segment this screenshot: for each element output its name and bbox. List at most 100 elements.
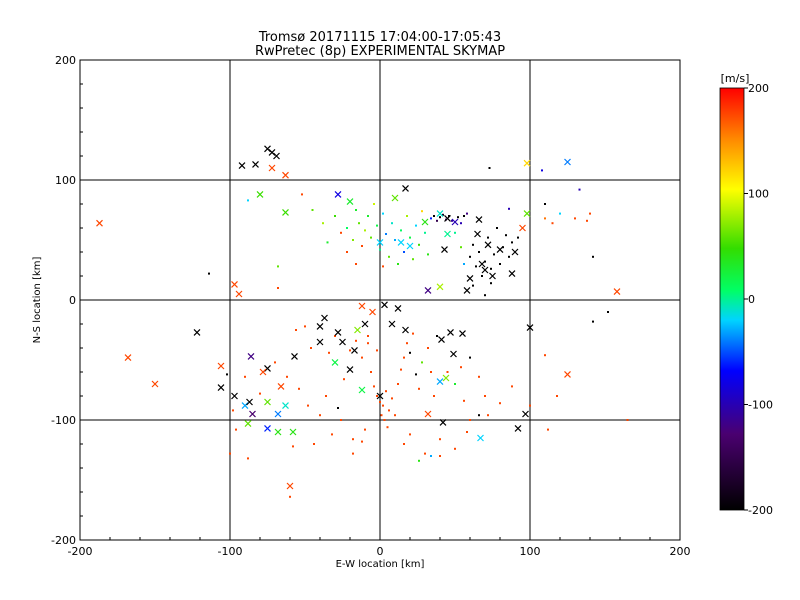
data-dot — [559, 212, 561, 215]
data-marker — [217, 384, 225, 392]
colorbar-tick-label: -200 — [748, 504, 773, 517]
colorbar-tick-label: -100 — [748, 399, 773, 412]
data-dot — [409, 351, 411, 354]
data-marker — [522, 410, 529, 418]
data-marker — [273, 152, 280, 160]
data-marker — [523, 210, 531, 218]
x-tick-label: -100 — [218, 545, 243, 558]
data-marker — [346, 198, 354, 206]
data-dot — [424, 452, 426, 455]
data-marker — [496, 246, 504, 254]
data-dot — [460, 246, 462, 249]
data-dot — [409, 433, 411, 436]
data-marker — [436, 210, 444, 218]
data-marker — [316, 322, 324, 330]
data-marker — [274, 410, 282, 418]
data-dot — [361, 440, 363, 443]
data-dot — [487, 236, 489, 239]
data-dot — [367, 215, 369, 217]
data-dot — [364, 428, 366, 431]
data-dot — [382, 212, 384, 215]
data-dot — [388, 255, 390, 258]
data-dot — [352, 438, 354, 441]
data-marker — [564, 370, 571, 378]
data-marker — [424, 286, 432, 294]
data-marker — [477, 434, 484, 442]
data-dot — [235, 428, 237, 431]
colorbar-label: [m/s] — [721, 72, 750, 85]
x-tick-label: 100 — [520, 545, 541, 558]
data-marker — [511, 248, 519, 256]
data-marker — [442, 374, 450, 382]
data-dot — [346, 251, 348, 253]
y-axis-label: N-S location [km] — [32, 257, 43, 344]
data-dot — [376, 349, 378, 352]
data-marker — [351, 346, 358, 354]
data-marker — [249, 410, 256, 418]
data-dot — [490, 282, 492, 285]
data-dot — [496, 227, 498, 229]
data-dot — [466, 431, 468, 433]
data-marker — [397, 238, 405, 246]
data-dot — [511, 385, 513, 388]
data-dot — [488, 167, 491, 169]
data-dot — [397, 263, 399, 265]
data-dot — [355, 263, 357, 265]
data-marker — [564, 158, 571, 166]
data-dot — [418, 387, 420, 390]
data-marker — [394, 304, 402, 312]
data-dot — [382, 265, 384, 268]
colorbar-tick-label: 100 — [748, 188, 769, 201]
data-dot — [334, 215, 336, 217]
data-marker — [514, 424, 522, 432]
data-marker — [256, 190, 264, 198]
data-dot — [415, 373, 417, 376]
data-dot — [346, 227, 348, 229]
data-dot — [403, 356, 405, 359]
data-marker — [264, 145, 271, 153]
data-dot — [556, 395, 558, 397]
data-dot — [511, 241, 513, 244]
data-marker — [339, 338, 346, 346]
data-marker — [376, 238, 384, 246]
data-dot — [286, 375, 288, 378]
data-marker — [264, 424, 271, 432]
data-marker — [358, 386, 366, 394]
data-dot — [469, 255, 471, 258]
data-marker — [451, 218, 459, 226]
data-marker — [489, 272, 496, 280]
data-dot — [463, 399, 465, 402]
data-dot — [463, 215, 465, 217]
data-dot — [430, 371, 432, 373]
data-dot — [439, 216, 441, 219]
data-dot — [448, 215, 450, 217]
data-dot — [310, 347, 312, 349]
data-dot — [472, 243, 474, 246]
data-dot — [484, 294, 486, 297]
data-dot — [430, 217, 432, 220]
data-dot — [551, 222, 554, 225]
data-marker — [252, 160, 259, 168]
data-marker — [439, 418, 447, 426]
data-dot — [427, 347, 429, 349]
data-dot — [592, 320, 594, 323]
data-dot — [385, 390, 387, 393]
data-dot — [541, 169, 543, 172]
data-marker — [402, 326, 409, 334]
data-dot — [352, 239, 354, 241]
colorbar-tick-label: 0 — [748, 293, 755, 306]
data-dot — [370, 371, 372, 373]
data-marker — [523, 159, 531, 167]
data-dot — [508, 207, 510, 210]
data-dot — [469, 356, 471, 359]
data-dot — [454, 383, 456, 385]
data-marker — [259, 368, 267, 376]
data-marker — [484, 241, 492, 249]
dot-layer — [208, 167, 629, 498]
data-dot — [412, 258, 414, 261]
data-marker — [334, 328, 342, 336]
data-dot — [478, 375, 480, 378]
data-dot — [574, 217, 576, 220]
data-dot — [385, 233, 387, 235]
data-dot — [406, 215, 408, 217]
